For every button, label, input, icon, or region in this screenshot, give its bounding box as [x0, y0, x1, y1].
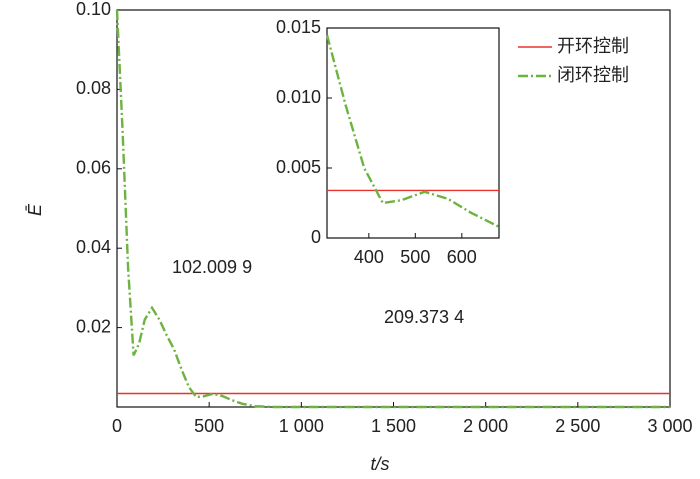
y-tick-label: 0.02 [76, 316, 111, 336]
y-tick-label: 0.005 [276, 157, 321, 177]
x-tick-label: 500 [194, 416, 224, 436]
x-tick-label: 500 [400, 247, 430, 267]
y-tick-label: 0.08 [76, 78, 111, 98]
x-tick-label: 2 500 [555, 416, 600, 436]
plot-area [326, 27, 500, 239]
legend-label: 闭环控制 [557, 65, 629, 85]
y-tick-label: 0 [311, 227, 321, 247]
legend-label: 开环控制 [557, 36, 629, 56]
x-tick-label: 400 [354, 247, 384, 267]
y-tick-label: 0.010 [276, 87, 321, 107]
x-tick-label: 3 000 [647, 416, 692, 436]
y-tick-label: 0.015 [276, 17, 321, 37]
annotation: 102.009 9 [172, 257, 252, 277]
y-tick-label: 0.06 [76, 158, 111, 178]
x-tick-label: 2 000 [463, 416, 508, 436]
x-tick-label: 1 000 [279, 416, 324, 436]
series-line [325, 34, 500, 228]
x-tick-label: 0 [112, 416, 122, 436]
x-tick-label: 600 [447, 247, 477, 267]
x-tick-label: 1 500 [371, 416, 416, 436]
x-axis-label: t/s [370, 454, 389, 474]
y-tick-label: 0.10 [76, 0, 111, 19]
y-axis-label: Ē [25, 203, 45, 216]
y-tick-label: 0.04 [76, 237, 111, 257]
annotation: 209.373 4 [384, 307, 464, 327]
